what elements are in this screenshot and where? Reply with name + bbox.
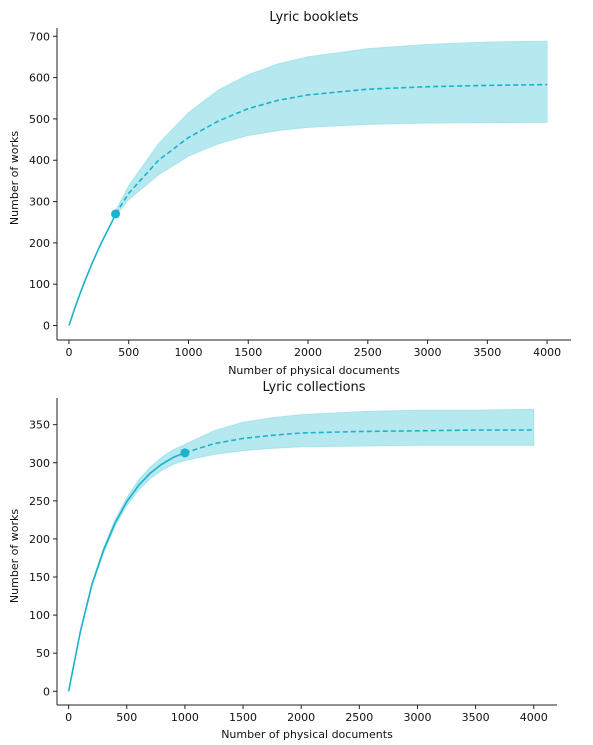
y-tick-label: 700 bbox=[29, 30, 50, 43]
observed-point bbox=[180, 448, 190, 458]
y-tick-label: 400 bbox=[29, 154, 50, 167]
y-tick-label: 300 bbox=[29, 457, 50, 470]
axes: 0 500 1000 1500 2000 2500 3000 3500 4000 0 100 200 3… bbox=[29, 28, 571, 359]
x-tick-label: 1500 bbox=[229, 711, 257, 724]
confidence-band bbox=[68, 408, 535, 692]
series-group bbox=[68, 83, 548, 326]
series-group bbox=[67, 429, 534, 692]
series-line-observed bbox=[67, 452, 186, 692]
y-tick-label: 300 bbox=[29, 196, 50, 209]
series-line-observed bbox=[68, 213, 117, 326]
confidence-band-group bbox=[68, 408, 535, 692]
x-tick-label: 1000 bbox=[171, 711, 199, 724]
chart-lyric-collections: Lyric collections 0 500 1000 1500 2000 2500 30… bbox=[8, 380, 557, 741]
y-tick-label: 50 bbox=[36, 647, 50, 660]
confidence-band-group bbox=[115, 40, 548, 218]
y-tick-label: 0 bbox=[43, 685, 50, 698]
y-tick-label: 500 bbox=[29, 113, 50, 126]
y-axis-label: Number of works bbox=[8, 509, 21, 603]
x-tick-label: 2000 bbox=[287, 711, 315, 724]
observed-point bbox=[111, 209, 121, 219]
x-tick-label: 500 bbox=[118, 346, 139, 359]
x-tick-label: 1500 bbox=[234, 346, 262, 359]
series-line-extrapolated bbox=[114, 83, 548, 215]
y-tick-label: 200 bbox=[29, 237, 50, 250]
confidence-band bbox=[115, 40, 548, 218]
y-tick-label: 600 bbox=[29, 72, 50, 85]
y-tick-label: 100 bbox=[29, 278, 50, 291]
x-tick-label: 3000 bbox=[403, 711, 431, 724]
x-tick-label: 2000 bbox=[294, 346, 322, 359]
x-tick-label: 3500 bbox=[473, 346, 501, 359]
x-tick-label: 4000 bbox=[520, 711, 548, 724]
x-tick-label: 3500 bbox=[462, 711, 490, 724]
series-line-extrapolated bbox=[184, 429, 534, 454]
chart-title: Lyric collections bbox=[262, 380, 365, 395]
x-tick-label: 1000 bbox=[174, 346, 202, 359]
y-tick-label: 100 bbox=[29, 609, 50, 622]
axes: 0 500 1000 1500 2000 2500 3000 3500 4000 0 50 100 15… bbox=[29, 398, 557, 724]
x-tick-label: 2500 bbox=[354, 346, 382, 359]
y-tick-label: 0 bbox=[43, 320, 50, 333]
y-axis-label: Number of works bbox=[8, 131, 21, 225]
x-tick-label: 500 bbox=[116, 711, 137, 724]
y-tick-label: 150 bbox=[29, 571, 50, 584]
x-tick-label: 2500 bbox=[345, 711, 373, 724]
chart-title: Lyric booklets bbox=[269, 10, 358, 25]
y-tick-label: 350 bbox=[29, 419, 50, 432]
x-tick-label: 0 bbox=[65, 346, 72, 359]
x-tick-label: 4000 bbox=[533, 346, 561, 359]
x-axis-label: Number of physical documents bbox=[228, 364, 400, 377]
y-tick-label: 200 bbox=[29, 533, 50, 546]
x-tick-label: 0 bbox=[65, 711, 72, 724]
x-axis-label: Number of physical documents bbox=[221, 728, 393, 741]
chart-lyric-booklets: Lyric booklets 0 500 1000 1500 2000 2500 3000 3… bbox=[8, 10, 571, 377]
y-tick-label: 250 bbox=[29, 495, 50, 508]
x-tick-label: 3000 bbox=[414, 346, 442, 359]
